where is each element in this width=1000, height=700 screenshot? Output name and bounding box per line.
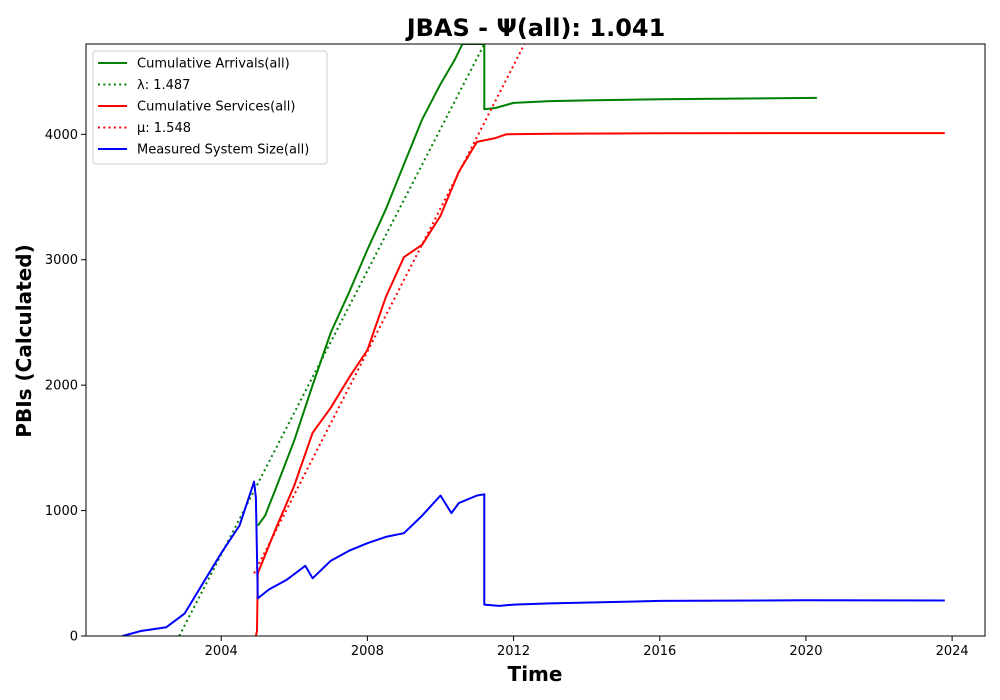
chart-title: JBAS - Ψ(all): 1.041: [405, 14, 666, 42]
x-tick-label: 2020: [789, 644, 822, 659]
y-tick-label: 3000: [45, 253, 78, 268]
series-line-2: [254, 132, 945, 636]
legend-label-2: Cumulative Services(all): [137, 100, 295, 115]
legend-label-4: Measured System Size(all): [137, 143, 309, 158]
y-axis-label: PBIs (Calculated): [12, 244, 36, 437]
legend-label-3: μ: 1.548: [137, 121, 191, 136]
x-tick-label: 2024: [936, 644, 969, 659]
x-axis-label: Time: [508, 662, 563, 686]
plot-area: 2004 2008 2012 2016 2020 2024 0 1000 2000 3000 400…: [45, 43, 986, 659]
y-tick-label: 2000: [45, 379, 78, 394]
x-tick-label: 2012: [497, 644, 530, 659]
series-line-3: [253, 44, 526, 574]
x-tick-label: 2016: [643, 644, 676, 659]
series-line-0: [256, 44, 817, 527]
legend-label-0: Cumulative Arrivals(all): [137, 57, 290, 72]
x-tick-label: 2008: [351, 644, 384, 659]
x-tick-label: 2004: [205, 644, 238, 659]
y-tick-label: 0: [70, 630, 78, 645]
legend: Cumulative Arrivals(all) λ: 1.487 Cumulati…: [92, 50, 328, 165]
axes-frame: [85, 43, 986, 637]
legend-box: [92, 50, 328, 165]
legend-label-1: λ: 1.487: [137, 78, 190, 93]
y-tick-label: 4000: [45, 128, 78, 143]
series-line-4: [122, 480, 945, 636]
y-tick-label: 1000: [45, 504, 78, 519]
